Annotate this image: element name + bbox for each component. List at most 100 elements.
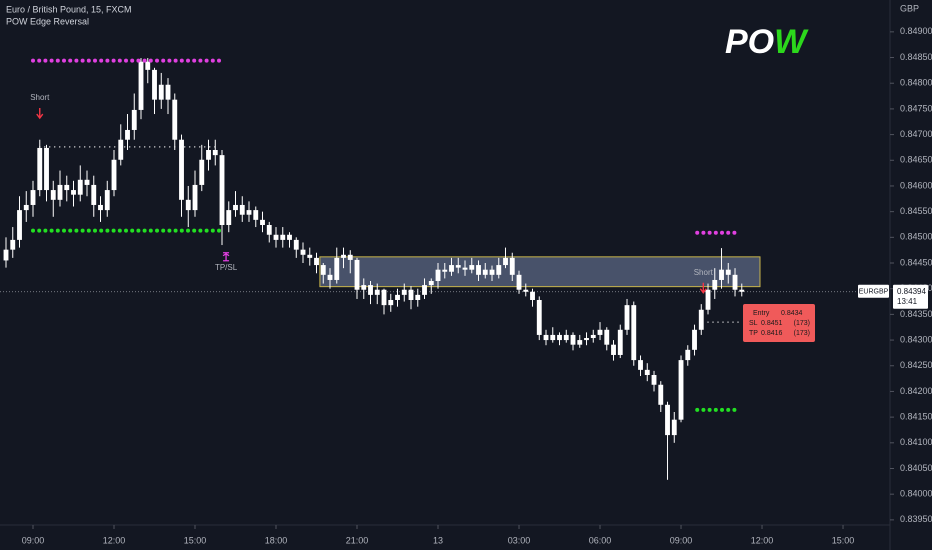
y-tick-label: 0.84750 [900, 103, 932, 113]
x-tick-label: 15:00 [184, 535, 207, 545]
candle-body [617, 329, 623, 355]
candle-body [118, 139, 124, 160]
trade-pips: (173) [794, 330, 810, 337]
candle-body [712, 279, 718, 290]
candle-body [739, 289, 745, 292]
candle-body [536, 300, 542, 335]
candle-body [671, 419, 677, 436]
x-tick-label: 13 [433, 535, 443, 545]
candle-body [725, 269, 731, 275]
trade-pips: (173) [794, 320, 810, 327]
candle-body [374, 289, 380, 295]
y-tick-label: 0.84650 [900, 155, 932, 165]
candle-body [597, 329, 603, 335]
candle-body [37, 147, 43, 191]
x-tick-label: 21:00 [346, 535, 369, 545]
candle-body [557, 334, 562, 341]
candle-body [179, 139, 184, 200]
candle-body [476, 265, 481, 275]
x-tick-label: 18:00 [265, 535, 288, 545]
candle-body [172, 99, 178, 140]
candle-body [253, 210, 259, 220]
candle-body [692, 329, 697, 350]
candle-body [212, 150, 218, 156]
candle-body [44, 147, 49, 191]
candle-body [449, 265, 454, 272]
candle-body [665, 404, 670, 436]
candle-body [368, 285, 373, 295]
candle-body [239, 204, 245, 215]
candle-body [530, 291, 535, 300]
y-tick-label: 0.84100 [900, 437, 932, 447]
candle-body [199, 159, 205, 185]
last-price-label: 0.84394 [897, 287, 926, 296]
candle-body [206, 150, 211, 160]
y-tick-label: 0.84850 [900, 52, 932, 62]
candle-body [408, 289, 414, 300]
candle-body [233, 204, 238, 211]
candle-body [543, 334, 549, 341]
candle-body [185, 199, 191, 211]
candle-body [145, 61, 151, 70]
candle-body [17, 210, 22, 240]
exit-marker [222, 252, 230, 262]
logo-right: W [774, 23, 809, 61]
signal-arrow [699, 282, 707, 294]
candle-body [482, 269, 488, 275]
candle-body [246, 210, 252, 215]
y-tick-label: 0.84000 [900, 489, 932, 499]
candle-body [489, 269, 495, 275]
candle-body [395, 294, 400, 300]
candle-body [50, 190, 56, 200]
candle-body [685, 349, 691, 361]
x-tick-label: 12:00 [751, 535, 774, 545]
candle-body [584, 338, 589, 341]
candle-body [152, 69, 157, 100]
candle-body [435, 269, 441, 281]
candle-body [388, 300, 394, 306]
countdown-label: 13:41 [897, 297, 918, 306]
signal-label: Short [30, 93, 50, 102]
trade-label: Entry [753, 310, 770, 317]
y-tick-label: 0.84500 [900, 232, 932, 242]
candle-body [131, 109, 137, 130]
candle-body [192, 184, 198, 211]
candle-body [428, 280, 434, 286]
candle-body [287, 234, 292, 240]
candle-body [401, 289, 407, 295]
y-tick-label: 0.84900 [900, 26, 932, 36]
y-tick-label: 0.84250 [900, 360, 932, 370]
candle-body [3, 249, 9, 261]
exit-label: TP/SL [215, 263, 238, 272]
candle-body [10, 239, 16, 250]
x-tick-label: 15:00 [832, 535, 855, 545]
candle-body [455, 265, 461, 268]
candle-body [104, 190, 110, 211]
candle-body [354, 259, 360, 290]
candle-body [91, 184, 97, 205]
y-tick-label: 0.84550 [900, 206, 932, 216]
candle-body [361, 285, 367, 290]
candle-body [570, 334, 576, 345]
candle-body [64, 184, 70, 191]
signal-label: Short [694, 268, 714, 277]
price-tag [893, 284, 928, 309]
candle-body [462, 267, 468, 270]
candle-body [226, 210, 232, 225]
candle-body [698, 309, 704, 330]
candle-body [442, 269, 448, 272]
trade-label: SL [749, 320, 758, 327]
candle-body [334, 257, 340, 280]
candle-body [563, 334, 569, 341]
candle-body [638, 360, 643, 370]
candle-body [415, 294, 421, 300]
symbol-tag [858, 284, 889, 298]
candle-body [496, 265, 502, 275]
y-tick-label: 0.84600 [900, 180, 932, 190]
candle-body [523, 289, 529, 292]
indicator-name: POW Edge Reversal [6, 16, 89, 26]
candle-body [30, 190, 36, 205]
trade-value: 0.8434 [781, 310, 803, 317]
candle-body [644, 369, 650, 375]
candle-body [260, 219, 265, 225]
